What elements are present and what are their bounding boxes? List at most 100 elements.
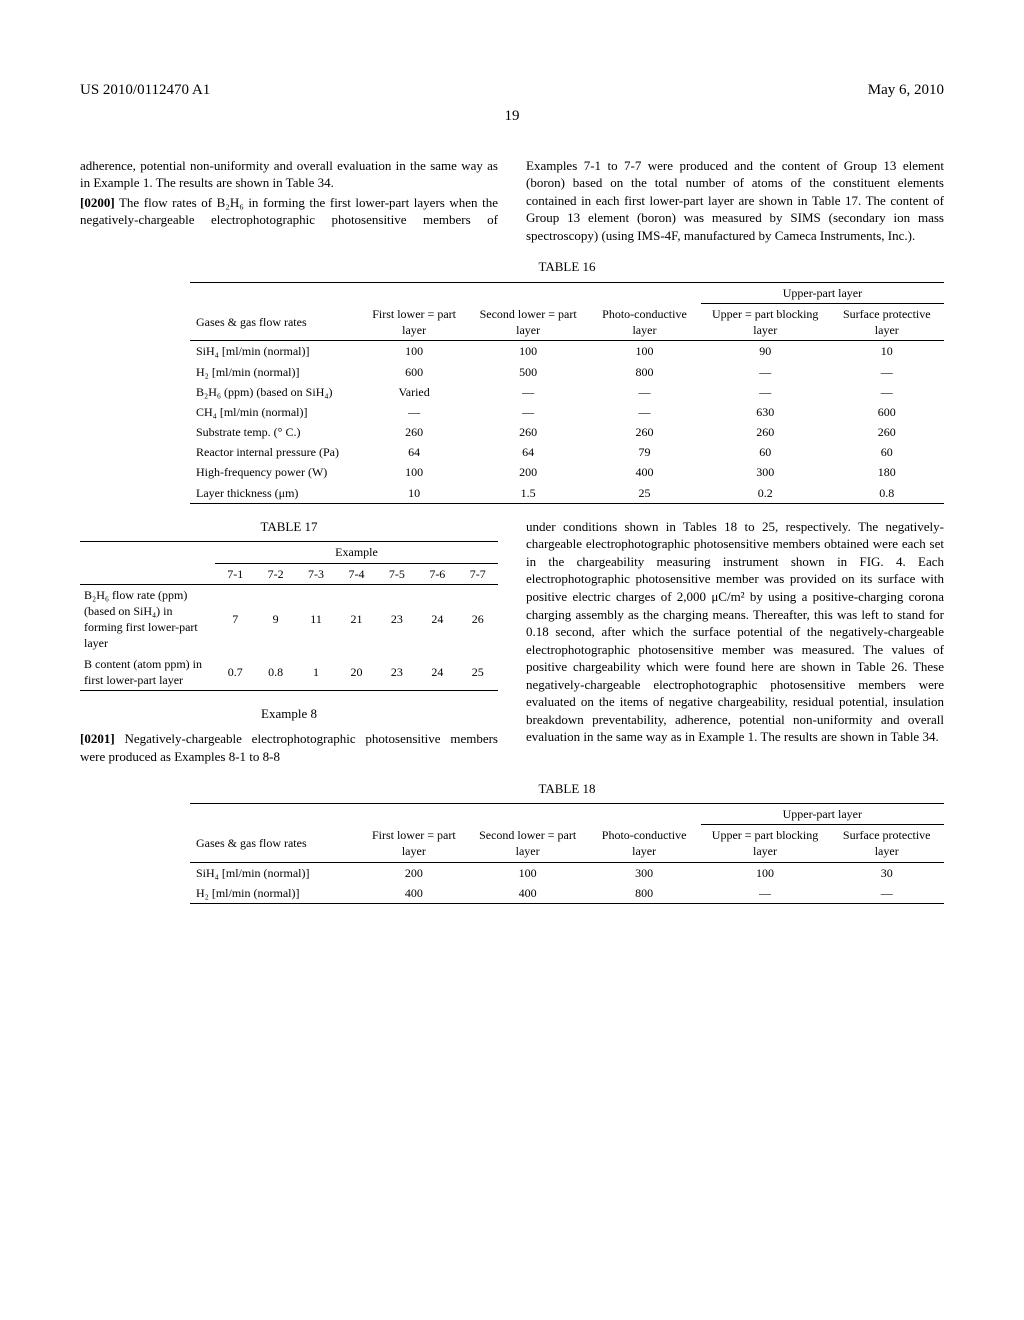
row-label: High-frequency power (W) bbox=[190, 462, 360, 482]
para-number: [0201] bbox=[80, 731, 115, 746]
col-head: Gases & gas flow rates bbox=[190, 825, 360, 862]
cell: — bbox=[701, 883, 830, 904]
para-number: [0200] bbox=[80, 195, 115, 210]
cell: — bbox=[468, 402, 588, 422]
col-group-upper: Upper-part layer bbox=[701, 282, 944, 303]
cell: — bbox=[829, 883, 944, 904]
cell: 0.8 bbox=[830, 483, 944, 504]
col-head: 7-1 bbox=[215, 563, 255, 584]
cell: 24 bbox=[417, 654, 457, 691]
col-head: 7-7 bbox=[458, 563, 498, 584]
cell: 9 bbox=[255, 584, 295, 653]
cell: 11 bbox=[296, 584, 336, 653]
cell: 500 bbox=[468, 362, 588, 382]
row-label: SiH₄ [ml/min (normal)] bbox=[190, 862, 360, 883]
table-18-grid: Upper-part layer Gases & gas flow rates … bbox=[190, 803, 944, 904]
cell: — bbox=[588, 382, 701, 402]
col-head: 7-5 bbox=[377, 563, 417, 584]
table-caption: TABLE 16 bbox=[190, 258, 944, 276]
cell: 630 bbox=[701, 402, 830, 422]
row-label: CH₄ [ml/min (normal)] bbox=[190, 402, 360, 422]
col-head: Photo-conductive layer bbox=[588, 825, 701, 862]
cell: — bbox=[830, 362, 944, 382]
cell: 600 bbox=[360, 362, 468, 382]
table-row: H₂ [ml/min (normal)]600500800—— bbox=[190, 362, 944, 382]
table-row: B₂H₆ flow rate (ppm) (based on SiH₄) in … bbox=[80, 584, 498, 653]
table-17-grid: Example 7-1 7-2 7-3 7-4 7-5 7-6 7-7 B₂H₆… bbox=[80, 541, 498, 691]
col-group-example: Example bbox=[215, 542, 498, 563]
table-row: Layer thickness (μm)101.5250.20.8 bbox=[190, 483, 944, 504]
col-head: Surface protective layer bbox=[830, 303, 944, 340]
col-head: Upper = part blocking layer bbox=[701, 825, 830, 862]
cell: 23 bbox=[377, 654, 417, 691]
table-16: TABLE 16 Upper-part layer Gases & gas fl… bbox=[80, 258, 944, 504]
cell: — bbox=[701, 362, 830, 382]
table-row: Reactor internal pressure (Pa)6464796060 bbox=[190, 442, 944, 462]
table-row: SiH₄ [ml/min (normal)]20010030010030 bbox=[190, 862, 944, 883]
table-row: B₂H₆ (ppm) (based on SiH₄)Varied———— bbox=[190, 382, 944, 402]
col-head: 7-6 bbox=[417, 563, 457, 584]
col-head: First lower = part layer bbox=[360, 303, 468, 340]
col-head: 7-2 bbox=[255, 563, 295, 584]
cell: 21 bbox=[336, 584, 376, 653]
cell: 200 bbox=[360, 862, 468, 883]
cell: 0.7 bbox=[215, 654, 255, 691]
page-number: 19 bbox=[80, 106, 944, 126]
cell: — bbox=[701, 382, 830, 402]
cell: 100 bbox=[588, 341, 701, 362]
cell: 60 bbox=[701, 442, 830, 462]
row-label: SiH₄ [ml/min (normal)] bbox=[190, 341, 360, 362]
table-row: SiH₄ [ml/min (normal)]1001001009010 bbox=[190, 341, 944, 362]
cell: 26 bbox=[458, 584, 498, 653]
table-row: CH₄ [ml/min (normal)]———630600 bbox=[190, 402, 944, 422]
table-18: TABLE 18 Upper-part layer Gases & gas fl… bbox=[80, 780, 944, 904]
cell: 30 bbox=[829, 862, 944, 883]
row-label: B₂H₆ flow rate (ppm) (based on SiH₄) in … bbox=[80, 584, 215, 653]
row-label: B₂H₆ (ppm) (based on SiH₄) bbox=[190, 382, 360, 402]
col-head: Upper = part blocking layer bbox=[701, 303, 830, 340]
cell: — bbox=[468, 382, 588, 402]
table-row: H₂ [ml/min (normal)]400400800—— bbox=[190, 883, 944, 904]
example-heading: Example 8 bbox=[80, 705, 498, 723]
cell: 90 bbox=[701, 341, 830, 362]
cell: 400 bbox=[588, 462, 701, 482]
cell: 800 bbox=[588, 883, 701, 904]
col-head: Second lower = part layer bbox=[468, 303, 588, 340]
table-row: High-frequency power (W)100200400300180 bbox=[190, 462, 944, 482]
table-17: TABLE 17 Example 7-1 7-2 7-3 7-4 7-5 7-6… bbox=[80, 518, 498, 691]
cell: 100 bbox=[468, 862, 588, 883]
para-text: Negatively-chargeable electrophotographi… bbox=[80, 731, 498, 764]
table-row: Substrate temp. (° C.)260260260260260 bbox=[190, 422, 944, 442]
cell: 100 bbox=[701, 862, 830, 883]
cell: 100 bbox=[468, 341, 588, 362]
cell: 1.5 bbox=[468, 483, 588, 504]
col-head: Photo-conductive layer bbox=[588, 303, 701, 340]
cell: 800 bbox=[588, 362, 701, 382]
col-head: Surface protective layer bbox=[829, 825, 944, 862]
cell: 180 bbox=[830, 462, 944, 482]
col-head: Gases & gas flow rates bbox=[190, 303, 360, 340]
col-head: First lower = part layer bbox=[360, 825, 468, 862]
cell: 400 bbox=[360, 883, 468, 904]
cell: — bbox=[360, 402, 468, 422]
col-head: Second lower = part layer bbox=[468, 825, 588, 862]
page-header: US 2010/0112470 A1 May 6, 2010 bbox=[80, 80, 944, 100]
cell: Varied bbox=[360, 382, 468, 402]
paragraph-0201b: under conditions shown in Tables 18 to 2… bbox=[526, 518, 944, 746]
cell: 600 bbox=[830, 402, 944, 422]
cell: 25 bbox=[458, 654, 498, 691]
cell: 200 bbox=[468, 462, 588, 482]
row-label: Layer thickness (μm) bbox=[190, 483, 360, 504]
col-group-upper: Upper-part layer bbox=[701, 804, 944, 825]
publication-number: US 2010/0112470 A1 bbox=[80, 80, 210, 100]
col-head: 7-3 bbox=[296, 563, 336, 584]
table-caption: TABLE 18 bbox=[190, 780, 944, 798]
cell: 300 bbox=[588, 862, 701, 883]
table-caption: TABLE 17 bbox=[80, 518, 498, 536]
row-label: B content (atom ppm) in first lower-part… bbox=[80, 654, 215, 691]
cell: 64 bbox=[360, 442, 468, 462]
table-16-grid: Upper-part layer Gases & gas flow rates … bbox=[190, 282, 944, 504]
paragraph-0201a: [0201] Negatively-chargeable electrophot… bbox=[80, 730, 498, 765]
cell: 60 bbox=[830, 442, 944, 462]
cell: — bbox=[830, 382, 944, 402]
